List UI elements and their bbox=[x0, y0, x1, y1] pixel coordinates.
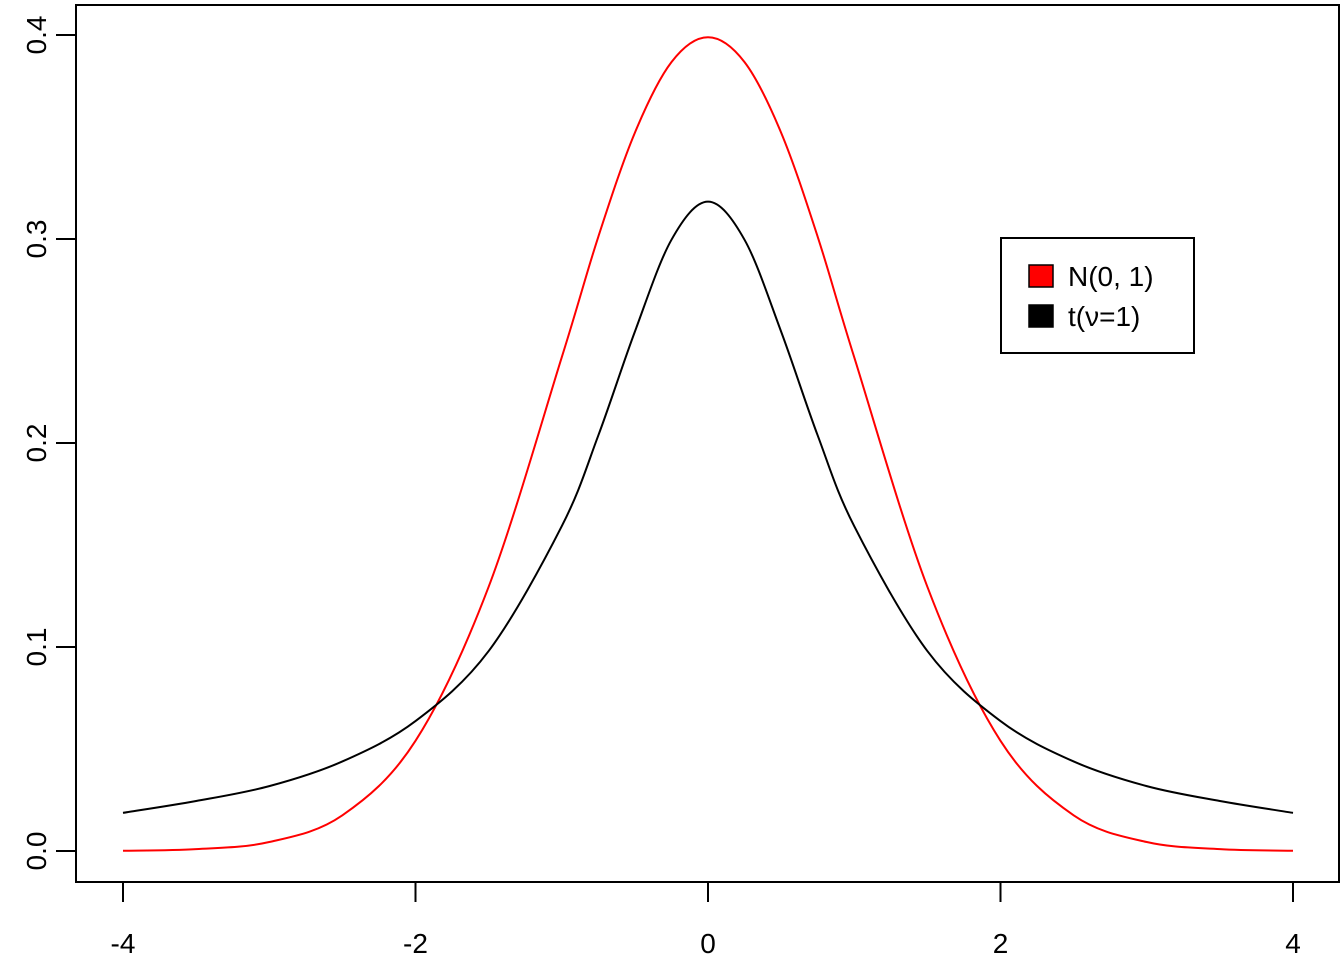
series-layer bbox=[122, 36, 1294, 852]
y-tick-label: 0.4 bbox=[21, 16, 52, 55]
x-tick-label: 2 bbox=[993, 928, 1009, 959]
x-tick-label: 4 bbox=[1285, 928, 1301, 959]
x-tick-label: -4 bbox=[111, 928, 136, 959]
legend-label-normal: N(0, 1) bbox=[1068, 261, 1154, 292]
y-tick-label: 0.3 bbox=[21, 220, 52, 259]
series-line-t bbox=[122, 200, 1294, 814]
legend: N(0, 1) t(ν=1) bbox=[1000, 237, 1195, 354]
legend-swatch-t bbox=[1028, 304, 1054, 328]
legend-box bbox=[1000, 237, 1195, 354]
plot-frame bbox=[75, 4, 1340, 883]
legend-swatch-normal bbox=[1028, 264, 1054, 288]
series-line-normal bbox=[122, 36, 1294, 852]
y-tick-label: 0.2 bbox=[21, 424, 52, 463]
y-axis: 0.0 0.1 0.2 0.3 0.4 bbox=[21, 16, 77, 871]
x-axis: -4 -2 0 2 4 bbox=[111, 881, 1301, 959]
legend-label-t: t(ν=1) bbox=[1068, 301, 1140, 332]
y-tick-label: 0.1 bbox=[21, 628, 52, 667]
y-tick-label: 0.0 bbox=[21, 832, 52, 871]
x-tick-label: -2 bbox=[403, 928, 428, 959]
x-tick-label: 0 bbox=[700, 928, 716, 959]
